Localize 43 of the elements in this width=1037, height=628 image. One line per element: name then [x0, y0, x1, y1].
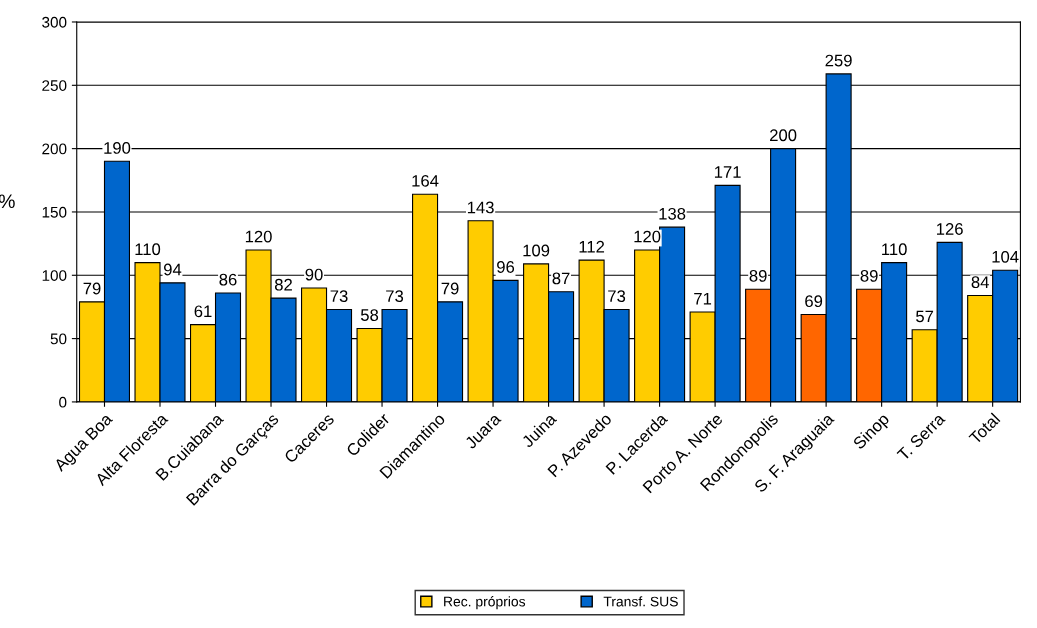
data-label: 200	[770, 129, 797, 142]
data-label: 138	[659, 207, 686, 220]
y-tick-label: 100	[42, 270, 67, 281]
data-label: 89	[860, 269, 878, 282]
data-label: 126	[937, 223, 963, 235]
data-label: 61	[194, 305, 212, 318]
data-label: 73	[386, 290, 404, 303]
legend-label: Rec. próprios	[444, 596, 526, 610]
data-label: 109	[523, 244, 550, 257]
data-label: 190	[104, 142, 131, 154]
data-label: 120	[245, 230, 272, 243]
data-label: 90	[305, 268, 323, 281]
data-label: 69	[805, 295, 823, 308]
y-tick-label: 0	[59, 396, 67, 408]
y-tick-label: 200	[42, 143, 67, 155]
y-tick-label: 250	[42, 80, 67, 91]
y-tick-label: 150	[42, 206, 67, 218]
data-label: 58	[360, 309, 379, 321]
y-tick-label: 50	[50, 333, 67, 345]
data-label: 86	[219, 273, 237, 286]
data-label: 112	[579, 240, 605, 253]
data-label: 259	[825, 54, 852, 67]
data-label: 120	[634, 230, 661, 243]
data-label: 96	[497, 261, 515, 273]
data-label: 79	[83, 282, 101, 295]
data-label: 110	[882, 243, 907, 256]
data-label: 73	[608, 290, 626, 303]
data-label: 171	[714, 166, 741, 178]
data-label: 57	[916, 310, 934, 323]
data-label: 82	[274, 278, 292, 291]
legend-label: Transf. SUS	[603, 596, 678, 607]
data-label: 110	[135, 243, 161, 256]
data-label: 79	[441, 282, 459, 295]
data-label: 164	[412, 174, 439, 187]
data-label: 143	[467, 201, 494, 214]
data-label: 94	[164, 263, 182, 276]
y-tick-label: 300	[42, 16, 67, 28]
data-label: 87	[552, 272, 570, 285]
data-label: 104	[992, 250, 1019, 263]
data-label: 71	[694, 292, 712, 305]
data-label: 73	[330, 290, 348, 303]
data-label: 89	[749, 269, 767, 282]
data-label: 84	[971, 276, 989, 289]
